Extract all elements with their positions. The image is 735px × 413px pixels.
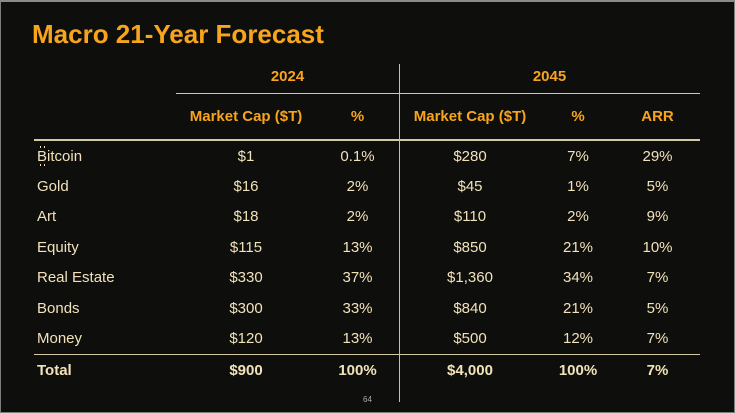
row-label: Real Estate bbox=[37, 269, 115, 287]
page-number: 64 bbox=[363, 395, 372, 404]
cell-pct-2024: 13% bbox=[342, 238, 373, 256]
table-row: Art $18 2% $110 2% 9% bbox=[34, 202, 700, 232]
year-group-header-row: 2024 2045 bbox=[34, 60, 700, 94]
table-row: Gold $16 2% $45 1% 5% bbox=[34, 171, 700, 201]
cell-arr: 5% bbox=[646, 299, 669, 317]
row-label: Total bbox=[37, 362, 72, 380]
cell-arr: 7% bbox=[646, 330, 669, 348]
cell-mc-2024: $1 bbox=[237, 147, 255, 165]
group-header-2045: 2045 bbox=[399, 60, 700, 94]
empty-corner-cell bbox=[34, 60, 176, 94]
total-row: Total $900 100% $4,000 100% 7% bbox=[34, 355, 700, 387]
cell-pct-2024: 100% bbox=[338, 362, 377, 380]
slide-title: Macro 21-Year Forecast bbox=[32, 19, 324, 49]
row-label: Bonds bbox=[37, 299, 80, 317]
cell-mc-2024: $18 bbox=[233, 208, 259, 226]
cell-mc-2045: $45 bbox=[457, 178, 483, 196]
cell-pct-2024: 2% bbox=[346, 178, 369, 196]
cell-pct-2045: 2% bbox=[567, 208, 589, 226]
cell-pct-2045: 34% bbox=[562, 269, 594, 287]
cell-arr: 7% bbox=[646, 269, 669, 287]
year-divider-line bbox=[399, 64, 400, 402]
table-row: Money $120 13% $500 12% 7% bbox=[34, 323, 700, 353]
cell-mc-2045: $110 bbox=[453, 208, 487, 226]
cell-mc-2024: $16 bbox=[233, 178, 259, 196]
cell-arr: 5% bbox=[646, 178, 669, 196]
row-label: Art bbox=[37, 208, 57, 226]
cell-mc-2024: $330 bbox=[229, 269, 263, 287]
cell-pct-2045: 21% bbox=[562, 238, 594, 256]
row-label: Equity bbox=[37, 238, 79, 256]
cell-arr: 7% bbox=[646, 362, 669, 380]
cell-pct-2045: 21% bbox=[562, 299, 594, 317]
bitcoin-symbol: B bbox=[37, 145, 48, 167]
empty-corner-cell bbox=[34, 94, 176, 139]
row-label: Money bbox=[37, 330, 83, 348]
cell-mc-2024: $300 bbox=[229, 299, 263, 317]
cell-pct-2024: 2% bbox=[346, 208, 369, 226]
forecast-table: 2024 2045 Market Cap ($T) % Market Cap (… bbox=[34, 60, 700, 402]
header-pct-2045: % bbox=[571, 108, 585, 125]
cell-mc-2024: $115 bbox=[229, 238, 263, 256]
cell-pct-2045: 100% bbox=[558, 362, 598, 380]
cell-pct-2024: 37% bbox=[342, 269, 373, 287]
cell-arr: 10% bbox=[642, 238, 673, 256]
cell-mc-2045: $4,000 bbox=[447, 362, 493, 380]
cell-mc-2045: $840 bbox=[453, 299, 487, 317]
cell-mc-2045: $280 bbox=[453, 147, 487, 165]
cell-pct-2024: 0.1% bbox=[340, 147, 375, 165]
header-pct-2024: % bbox=[350, 108, 365, 125]
cell-mc-2045: $1,360 bbox=[447, 269, 493, 287]
cell-pct-2045: 7% bbox=[567, 147, 589, 165]
table-row: Equity $115 13% $850 21% 10% bbox=[34, 232, 700, 262]
header-market-cap-2024: Market Cap ($T) bbox=[189, 108, 303, 125]
group-header-2024: 2024 bbox=[176, 60, 399, 94]
cell-pct-2024: 33% bbox=[342, 299, 373, 317]
cell-pct-2024: 13% bbox=[342, 330, 373, 348]
cell-mc-2024: $900 bbox=[229, 362, 263, 380]
column-header-row: Market Cap ($T) % Market Cap ($T) % ARR bbox=[34, 94, 700, 141]
table-row: Real Estate $330 37% $1,360 34% 7% bbox=[34, 263, 700, 293]
cell-mc-2045: $850 bbox=[453, 238, 487, 256]
cell-pct-2045: 1% bbox=[567, 178, 589, 196]
cell-mc-2045: $500 bbox=[453, 330, 487, 348]
header-market-cap-2045: Market Cap ($T) bbox=[413, 108, 527, 125]
table-row: Bonds $300 33% $840 21% 5% bbox=[34, 293, 700, 323]
cell-pct-2045: 12% bbox=[562, 330, 594, 348]
header-arr: ARR bbox=[641, 108, 674, 125]
total-separator-line bbox=[34, 353, 700, 355]
row-label: Gold bbox=[37, 178, 69, 196]
cell-mc-2024: $120 bbox=[229, 330, 263, 348]
cell-arr: 29% bbox=[642, 147, 673, 165]
cell-arr: 9% bbox=[646, 208, 669, 226]
